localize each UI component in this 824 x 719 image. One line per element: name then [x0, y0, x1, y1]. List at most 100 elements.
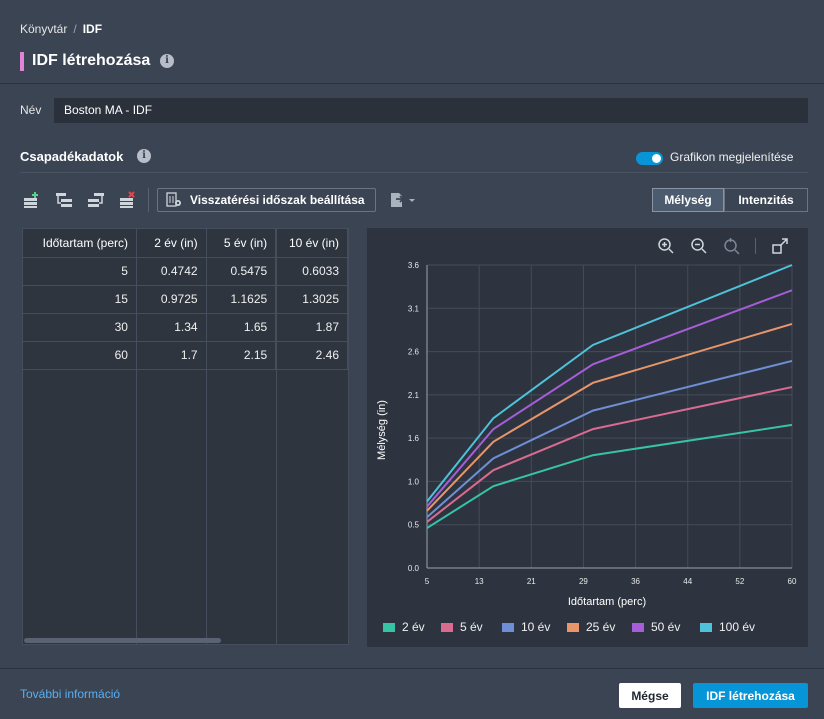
expand-chart-icon[interactable]: [771, 237, 789, 255]
create-idf-button[interactable]: IDF létrehozása: [693, 683, 808, 708]
move-row-icon[interactable]: [86, 190, 106, 210]
column-header[interactable]: 2 év (in): [136, 229, 207, 258]
table-cell[interactable]: 1.7: [136, 341, 207, 370]
table-cell[interactable]: 1.34: [136, 313, 207, 342]
footer-divider: [0, 668, 824, 669]
table-cell[interactable]: 0.9725: [136, 285, 207, 314]
series-line: [426, 289, 793, 508]
x-axis-label: Időtartam (perc): [568, 596, 646, 608]
intensity-toggle-button[interactable]: Intenzitás: [724, 188, 808, 212]
show-graph-toggle[interactable]: [636, 152, 663, 165]
depth-toggle-button[interactable]: Mélység: [652, 188, 724, 212]
breadcrumb-separator: /: [73, 22, 77, 36]
breadcrumb: Könyvtár / IDF: [20, 22, 102, 36]
zoom-reset-icon[interactable]: [723, 237, 741, 255]
zoom-in-icon[interactable]: [657, 237, 675, 255]
column-header[interactable]: 5 év (in): [206, 229, 277, 258]
cancel-button[interactable]: Mégse: [619, 683, 681, 708]
column-divider: [136, 229, 137, 644]
legend-label: 2 év: [402, 620, 425, 634]
column-divider: [276, 229, 277, 644]
y-tick-label: 2.1: [408, 391, 420, 400]
table-cell[interactable]: 0.6033: [275, 257, 348, 286]
legend-label: 25 év: [586, 620, 616, 634]
legend-label: 50 év: [651, 620, 681, 634]
chart-panel: [367, 228, 808, 647]
insert-row-icon[interactable]: [54, 190, 74, 210]
section-divider: [20, 172, 808, 173]
return-period-label: Visszatérési időszak beállítása: [190, 193, 365, 207]
name-input[interactable]: Boston MA - IDF: [54, 98, 808, 123]
legend-item[interactable]: 50 év: [632, 620, 680, 634]
return-period-settings-icon: [166, 192, 181, 207]
add-row-icon[interactable]: [22, 190, 42, 210]
table-row[interactable]: 30 1.34 1.65 1.87: [23, 313, 348, 342]
legend-label: 10 év: [521, 620, 551, 634]
x-tick-label: 60: [788, 577, 797, 586]
column-header[interactable]: 10 év (in): [275, 229, 348, 258]
title-accent-bar: [20, 52, 24, 71]
zoom-out-icon[interactable]: [690, 237, 708, 255]
x-tick-label: 5: [425, 577, 430, 586]
table-cell[interactable]: 30: [23, 313, 137, 342]
legend-swatch: [567, 622, 579, 632]
x-tick-label: 29: [579, 577, 588, 586]
table-row[interactable]: 5 0.4742 0.5475 0.6033: [23, 257, 348, 286]
x-tick-label: 21: [527, 577, 536, 586]
export-dropdown-icon[interactable]: [388, 190, 418, 210]
y-axis-label: Mélység (in): [376, 400, 388, 460]
legend-swatch: [441, 622, 453, 632]
table-cell[interactable]: 1.1625: [206, 285, 277, 314]
show-graph-label: Grafikon megjelenítése: [670, 150, 794, 164]
legend-item[interactable]: 5 év: [441, 620, 483, 634]
table-cell[interactable]: 0.5475: [206, 257, 277, 286]
y-tick-label: 3.6: [408, 261, 420, 270]
series-line: [426, 359, 793, 518]
y-tick-label: 0.5: [408, 521, 420, 530]
page-title: IDF létrehozása: [32, 52, 151, 69]
x-tick-label: 52: [735, 577, 744, 586]
column-header[interactable]: Időtartam (perc): [23, 229, 137, 258]
y-tick-label: 2.6: [408, 348, 420, 357]
idf-line-chart: 5 13 21 29 36 44 52 600.00.51.01.62.12.63.13.6 …: [376, 261, 797, 608]
series-line: [426, 322, 793, 512]
legend-item[interactable]: 10 év: [502, 620, 550, 634]
legend-item[interactable]: 25 év: [567, 620, 615, 634]
y-tick-label: 1.6: [408, 434, 420, 443]
series-line: [426, 264, 793, 503]
table-horizontal-scrollbar[interactable]: [24, 638, 221, 643]
column-divider: [206, 229, 207, 644]
breadcrumb-parent[interactable]: Könyvtár: [20, 22, 68, 36]
table-cell[interactable]: 2.15: [206, 341, 277, 370]
legend-item[interactable]: 100 év: [700, 620, 755, 634]
more-info-link[interactable]: További információ: [20, 687, 121, 701]
table-row[interactable]: 15 0.9725 1.1625 1.3025: [23, 285, 348, 314]
title-info-icon[interactable]: i: [160, 54, 174, 68]
name-label: Név: [20, 103, 42, 117]
table-cell[interactable]: 5: [23, 257, 137, 286]
table-cell[interactable]: 2.46: [275, 341, 348, 370]
y-tick-label: 1.0: [408, 477, 420, 486]
table-cell[interactable]: 1.65: [206, 313, 277, 342]
x-tick-label: 36: [631, 577, 640, 586]
toggle-knob: [652, 154, 661, 163]
column-divider: [348, 229, 349, 644]
x-tick-label: 44: [683, 577, 692, 586]
y-tick-label: 0.0: [408, 564, 420, 573]
table-cell[interactable]: 0.4742: [136, 257, 207, 286]
table-cell[interactable]: 60: [23, 341, 137, 370]
precip-data-table: Időtartam (perc) 2 év (in) 5 év (in) 10 év …: [22, 228, 349, 645]
header-divider: [0, 83, 824, 84]
table-cell[interactable]: 1.3025: [275, 285, 348, 314]
legend-item[interactable]: 2 év: [383, 620, 425, 634]
legend-label: 100 év: [719, 620, 756, 634]
chart-toolbar-separator: [755, 238, 756, 254]
return-period-button[interactable]: Visszatérési időszak beállítása: [157, 188, 376, 212]
table-cell[interactable]: 15: [23, 285, 137, 314]
y-tick-label: 3.1: [408, 304, 420, 313]
table-row[interactable]: 60 1.7 2.15 2.46: [23, 341, 348, 370]
legend-swatch: [632, 622, 644, 632]
delete-row-icon[interactable]: [118, 190, 138, 210]
precip-info-icon[interactable]: i: [137, 149, 151, 163]
table-cell[interactable]: 1.87: [275, 313, 348, 342]
